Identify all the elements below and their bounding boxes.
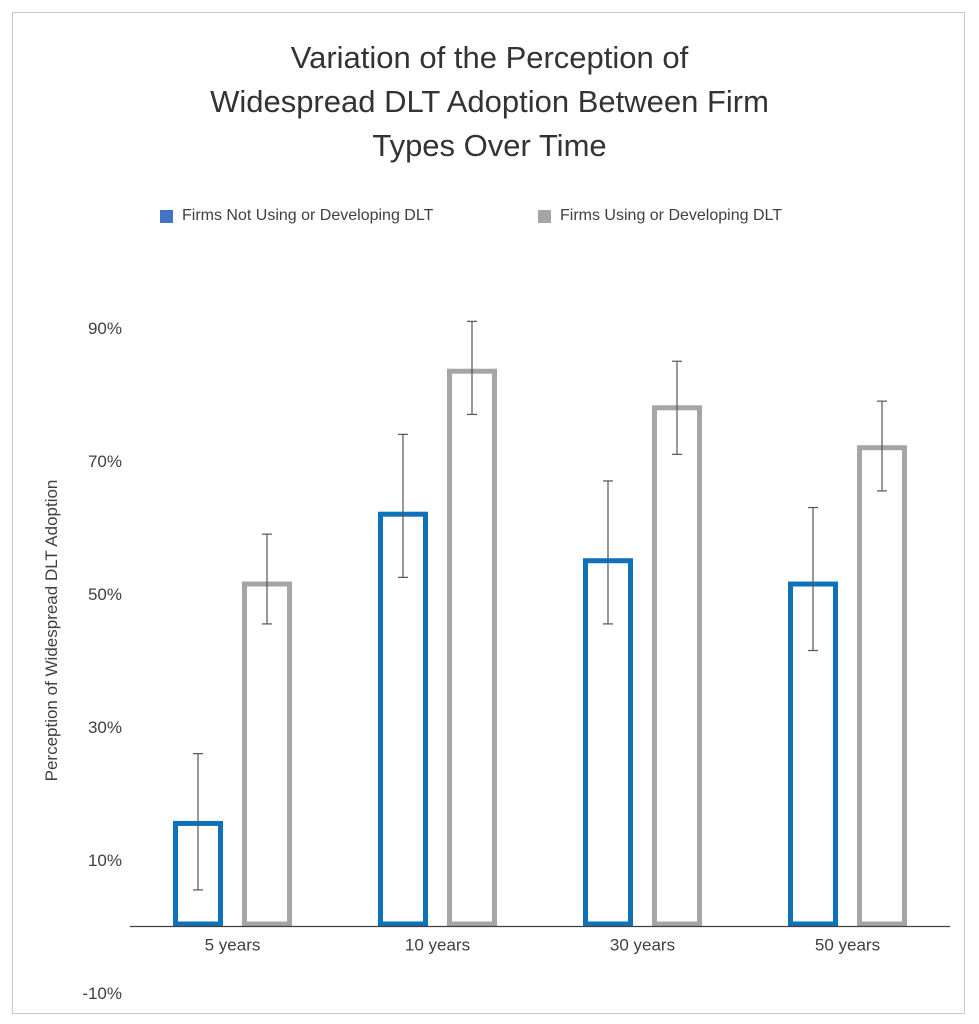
y-tick-label: -10% [82, 984, 122, 1003]
y-tick-label: 50% [88, 585, 122, 604]
bar-using [447, 368, 497, 927]
x-category-label: 30 years [610, 936, 675, 955]
bar-using [242, 581, 292, 927]
legend-swatch-not-using [160, 209, 173, 223]
y-tick-label: 30% [88, 718, 122, 737]
chart-title-line-3: Types Over Time [372, 128, 607, 163]
legend-label-not-using: Firms Not Using or Developing DLT [182, 207, 434, 224]
y-tick-label: 90% [88, 319, 122, 338]
chart-frame [12, 12, 965, 1014]
y-tick-label: 70% [88, 452, 122, 471]
bar-using [857, 445, 907, 927]
y-tick-label: 10% [88, 851, 122, 870]
legend-item-using: Firms Using or Developing DLT [538, 207, 782, 225]
y-axis-title: Perception of Widespread DLT Adoption [42, 480, 61, 782]
legend-label-using: Firms Using or Developing DLT [560, 207, 782, 224]
legend-item-not-using: Firms Not Using or Developing DLT [160, 207, 433, 225]
x-category-label: 50 years [815, 936, 880, 955]
chart-legend: Firms Not Using or Developing DLT Firms … [0, 207, 979, 229]
legend-swatch-using [538, 209, 551, 223]
chart-title-line-2: Widespread DLT Adoption Between Firm [210, 84, 769, 119]
chart-title-line-1: Variation of the Perception of [290, 40, 689, 75]
bar-using [652, 405, 702, 927]
chart-title: Variation of the Perception of Widesprea… [0, 36, 979, 168]
x-category-label: 5 years [205, 936, 261, 955]
x-category-label: 10 years [405, 936, 470, 955]
